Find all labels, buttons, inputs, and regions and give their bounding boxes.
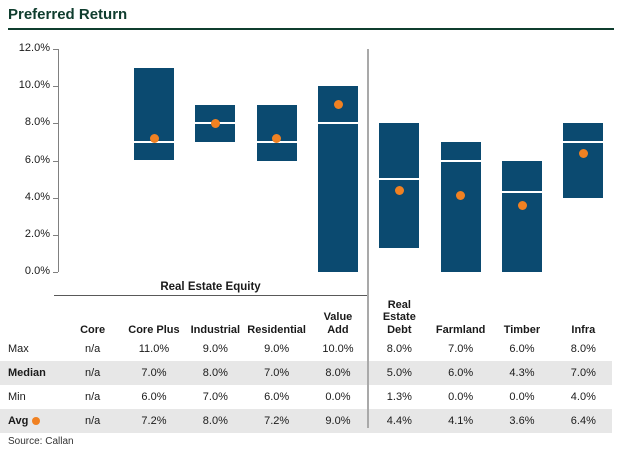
cell-value: 6.0% bbox=[264, 391, 290, 403]
cell-value: 10.0% bbox=[322, 343, 354, 355]
table-row: Max n/a 11.0% 9.0% 9.0% 10.0% 8.0% 7.0% 6.0% 8.0% bbox=[0, 337, 612, 361]
table-row: Min n/a 6.0% 7.0% 6.0% 0.0% 1.3% 0.0% 0.0% 4.0% bbox=[0, 385, 612, 409]
y-axis-tick bbox=[53, 86, 58, 88]
cell-value: 0.0% bbox=[325, 391, 351, 403]
column-header: Core bbox=[80, 323, 106, 336]
y-axis-label: 8.0% bbox=[24, 116, 50, 129]
column-header: Real Estate Debt bbox=[382, 298, 416, 336]
cell-value: 4.0% bbox=[570, 391, 596, 403]
cell-value: n/a bbox=[85, 343, 101, 355]
source-note: Source: Callan bbox=[8, 436, 74, 447]
row-label: Min bbox=[8, 391, 26, 403]
cell-value: 8.0% bbox=[202, 415, 228, 427]
y-axis-tick bbox=[53, 49, 58, 50]
row-label: Max bbox=[8, 343, 29, 355]
column-header: Value Add bbox=[323, 311, 353, 336]
table-row: Avg n/a 7.2% 8.0% 7.2% 9.0% 4.4% 4.1% 3.6% 6.4% bbox=[0, 409, 612, 433]
avg-dot bbox=[578, 148, 588, 158]
cell-value: 5.0% bbox=[386, 367, 412, 379]
avg-dot bbox=[149, 133, 159, 143]
avg-dot bbox=[210, 118, 220, 128]
equity-group-label: Real Estate Equity bbox=[54, 281, 367, 296]
column-header: Industrial bbox=[190, 323, 241, 336]
avg-dot bbox=[394, 185, 404, 195]
cell-value: 0.0% bbox=[509, 391, 535, 403]
column-header: Infra bbox=[571, 323, 596, 336]
group-divider-line bbox=[367, 49, 369, 428]
page-title: Preferred Return bbox=[8, 6, 128, 23]
median-line bbox=[379, 178, 420, 181]
cell-value: 7.0% bbox=[264, 367, 290, 379]
y-axis-label: 4.0% bbox=[24, 190, 50, 203]
y-axis-label: 0.0% bbox=[24, 265, 50, 277]
range-bar bbox=[563, 123, 604, 198]
range-bar bbox=[440, 141, 481, 272]
cell-value: n/a bbox=[85, 391, 101, 403]
row-label: Avg bbox=[8, 409, 62, 433]
cell-value: 7.2% bbox=[264, 415, 290, 427]
cell-value: 6.0% bbox=[448, 367, 474, 379]
median-line bbox=[563, 140, 604, 143]
cell-value: 4.3% bbox=[509, 367, 535, 379]
y-axis-tick bbox=[53, 197, 58, 199]
median-line bbox=[502, 191, 542, 194]
y-axis-tick bbox=[53, 234, 58, 236]
cell-value: 9.0% bbox=[325, 415, 351, 427]
y-axis-tick bbox=[53, 123, 58, 125]
cell-value: 8.0% bbox=[386, 343, 412, 355]
cell-value: 0.0% bbox=[448, 391, 474, 403]
cell-value: 6.0% bbox=[509, 343, 535, 355]
cell-value: 8.0% bbox=[325, 367, 351, 379]
median-line bbox=[318, 122, 358, 125]
range-bar bbox=[318, 86, 358, 272]
cell-value: 9.0% bbox=[202, 343, 228, 355]
cell-value: 8.0% bbox=[202, 367, 228, 379]
median-line bbox=[440, 159, 481, 162]
column-header: Core Plus bbox=[128, 323, 180, 336]
table-row: Median n/a 7.0% 8.0% 7.0% 8.0% 5.0% 6.0% 4.3% 7.0… bbox=[0, 361, 612, 385]
y-axis-label: 2.0% bbox=[24, 227, 50, 240]
avg-dot bbox=[456, 191, 466, 201]
y-axis-line bbox=[58, 49, 59, 272]
cell-value: 7.0% bbox=[448, 343, 474, 355]
y-axis-tick bbox=[53, 272, 58, 273]
y-axis-label: 6.0% bbox=[24, 153, 50, 166]
cell-value: 7.0% bbox=[141, 367, 167, 379]
cell-value: 7.0% bbox=[570, 367, 596, 379]
cell-value: 9.0% bbox=[264, 343, 290, 355]
cell-value: 1.3% bbox=[386, 391, 412, 403]
range-bar bbox=[502, 160, 542, 272]
y-axis-tick bbox=[53, 160, 58, 162]
row-label: Median bbox=[8, 367, 46, 379]
cell-value: 7.0% bbox=[202, 391, 228, 403]
cell-value: n/a bbox=[85, 367, 101, 379]
y-axis-label: 10.0% bbox=[18, 79, 50, 92]
avg-dot bbox=[272, 133, 282, 143]
range-bar bbox=[379, 123, 420, 248]
cell-value: 4.4% bbox=[386, 415, 412, 427]
cell-value: 4.1% bbox=[448, 415, 474, 427]
cell-value: 6.4% bbox=[570, 415, 596, 427]
column-header: Residential bbox=[247, 323, 306, 336]
avg-dot bbox=[517, 200, 527, 210]
cell-value: 11.0% bbox=[138, 343, 170, 355]
avg-dot bbox=[333, 100, 343, 110]
cell-value: 6.0% bbox=[141, 391, 167, 403]
cell-value: 3.6% bbox=[509, 415, 535, 427]
y-axis-label: 12.0% bbox=[18, 42, 50, 54]
cell-value: 7.2% bbox=[141, 415, 167, 427]
range-bar bbox=[256, 104, 297, 161]
title-underline bbox=[8, 28, 614, 30]
column-header: Farmland bbox=[435, 323, 486, 336]
column-header: Timber bbox=[503, 323, 541, 336]
cell-value: 8.0% bbox=[570, 343, 596, 355]
range-bar bbox=[134, 67, 174, 161]
avg-legend-dot bbox=[32, 417, 41, 425]
cell-value: n/a bbox=[85, 415, 101, 427]
